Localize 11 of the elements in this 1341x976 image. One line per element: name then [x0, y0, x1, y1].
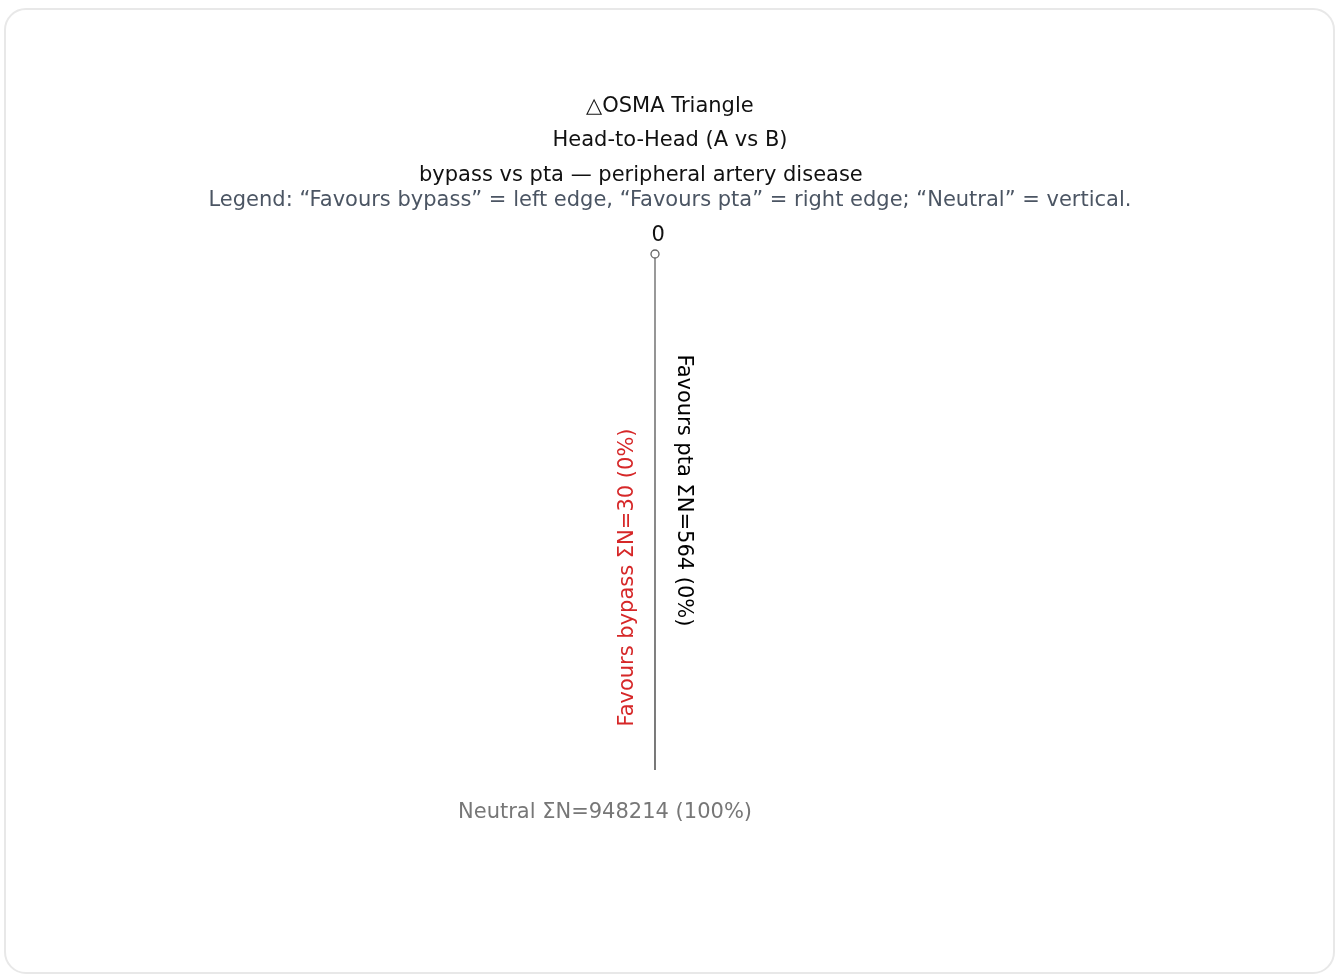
category-label: Neutral — [458, 798, 537, 823]
text: △OSMA Triangle — [586, 92, 754, 117]
text: 0 — [651, 221, 665, 246]
text: bypass vs pta — peripheral artery disease — [419, 161, 863, 186]
text: Head-to-Head (A vs B) — [552, 126, 788, 151]
category-label: Favours pta — [672, 353, 697, 479]
data-label: ΣN=948214 (100%) — [542, 798, 753, 823]
data-label: ΣN=564 (0%) — [672, 482, 697, 627]
text: Legend: “Favours bypass” = left edge, “Favours pta” = right edge; “Neutral” = vertical. — [208, 186, 1132, 211]
category-label: Favours bypass — [613, 563, 638, 727]
data-label: ΣN=30 (0%) — [613, 427, 638, 558]
